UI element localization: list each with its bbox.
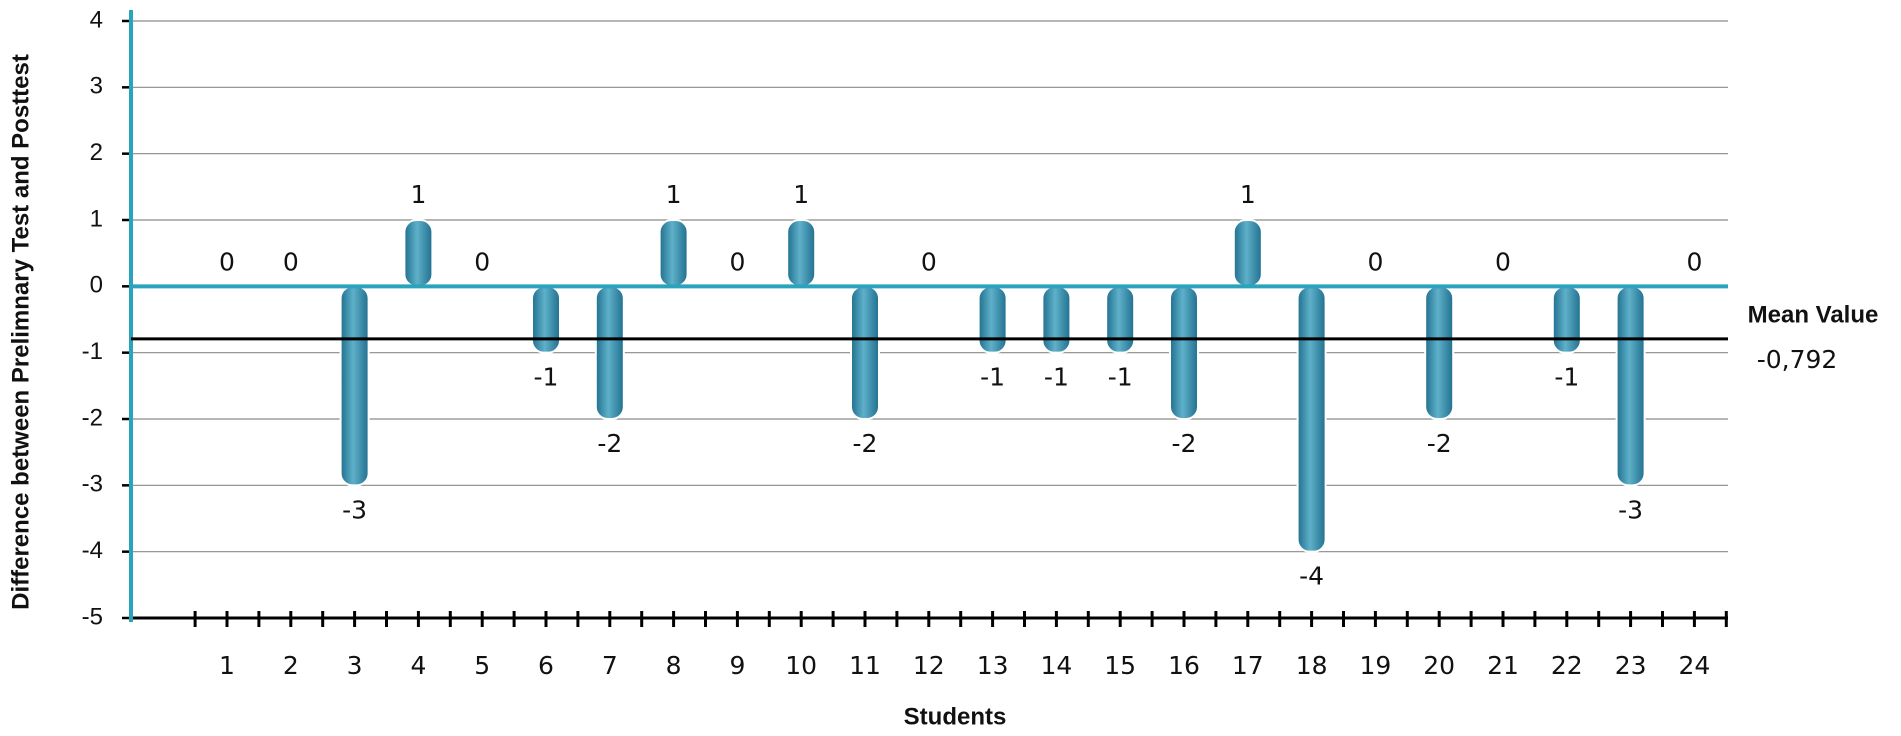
data-label: -1	[1108, 363, 1133, 392]
x-tick-label: 20	[1423, 651, 1455, 680]
bar	[1551, 285, 1582, 354]
y-axis-label: Difference between Prelimnary Test and P…	[7, 54, 34, 610]
bar	[1424, 285, 1455, 421]
data-label: 0	[1495, 247, 1511, 276]
bar	[786, 219, 817, 288]
data-label: 0	[474, 247, 490, 276]
mean-label: -0,792	[1757, 345, 1838, 374]
bar	[531, 285, 561, 354]
x-tick-label: 15	[1104, 651, 1136, 680]
x-tick-label: 9	[729, 651, 745, 680]
data-label: 0	[921, 247, 937, 276]
x-tick-label: 21	[1487, 651, 1519, 680]
data-label: 0	[1367, 247, 1383, 276]
x-tick-label: 12	[913, 651, 945, 680]
x-tick-label: 10	[785, 651, 817, 680]
data-label: -2	[597, 429, 622, 458]
y-tick-label: 2	[90, 139, 103, 166]
bar	[403, 219, 434, 288]
data-label: -2	[853, 429, 878, 458]
data-label: 0	[219, 247, 235, 276]
bar	[977, 285, 1008, 354]
bar	[1232, 219, 1263, 288]
data-label: 1	[793, 180, 809, 209]
x-axis-label: Students	[904, 703, 1007, 730]
x-tick-label: 14	[1040, 651, 1072, 680]
bar	[594, 285, 625, 421]
x-tick-label: 22	[1551, 651, 1583, 680]
y-tick-label: -4	[82, 537, 103, 564]
y-tick-label: 1	[90, 205, 103, 232]
data-label: 0	[729, 247, 745, 276]
bar	[1615, 285, 1646, 487]
data-label: -3	[342, 495, 367, 524]
x-tick-label: 19	[1359, 651, 1391, 680]
x-tick-label: 24	[1678, 651, 1710, 680]
x-tick-label: 23	[1615, 651, 1647, 680]
x-tick-label: 1	[219, 651, 235, 680]
bar	[850, 285, 880, 421]
data-label: 1	[410, 180, 426, 209]
y-tick-label: -3	[82, 471, 103, 498]
y-tick-label: 4	[90, 6, 103, 33]
x-tick-label: 7	[602, 651, 618, 680]
x-tick-label: 11	[849, 651, 881, 680]
bar	[1296, 285, 1327, 553]
data-label: -1	[980, 363, 1005, 392]
y-tick-label: -1	[82, 338, 103, 365]
y-tick-label: 0	[90, 272, 103, 299]
x-tick-label: 6	[538, 651, 554, 680]
bar	[658, 219, 689, 288]
y-tick-label: 3	[90, 73, 103, 100]
x-tick-label: 16	[1168, 651, 1200, 680]
x-tick-label: 2	[283, 651, 299, 680]
bar	[1041, 285, 1072, 354]
y-tick-label: -5	[82, 603, 103, 630]
data-label: 1	[666, 180, 682, 209]
x-tick-label: 18	[1296, 651, 1328, 680]
data-label: -1	[1044, 363, 1069, 392]
plot: 0 0 -3 1 0 -1 -2 1 0 1 -2 0 -1 -1 -1 -2 1 -4 0 -2 0 -1 -3 0	[129, 10, 1728, 622]
data-label: -3	[1618, 495, 1643, 524]
data-label: 1	[1240, 180, 1256, 209]
bar	[339, 285, 370, 487]
data-label: 0	[283, 247, 299, 276]
data-label: -2	[1427, 429, 1452, 458]
data-label: -1	[1554, 363, 1579, 392]
bar	[1105, 285, 1136, 354]
x-tick-label: 17	[1232, 651, 1264, 680]
x-tick-label: 8	[666, 651, 682, 680]
x-tick-label: 13	[977, 651, 1009, 680]
y-tick-label: -2	[82, 404, 103, 431]
data-label: 0	[1686, 247, 1702, 276]
data-label: -2	[1172, 429, 1197, 458]
data-label: -1	[534, 363, 559, 392]
x-tick-label: 3	[347, 651, 363, 680]
data-label: -4	[1299, 562, 1324, 591]
mean-name: Mean Value	[1748, 301, 1879, 328]
x-tick-label: 4	[410, 651, 426, 680]
x-tick-label: 5	[474, 651, 490, 680]
bar	[1169, 285, 1199, 421]
